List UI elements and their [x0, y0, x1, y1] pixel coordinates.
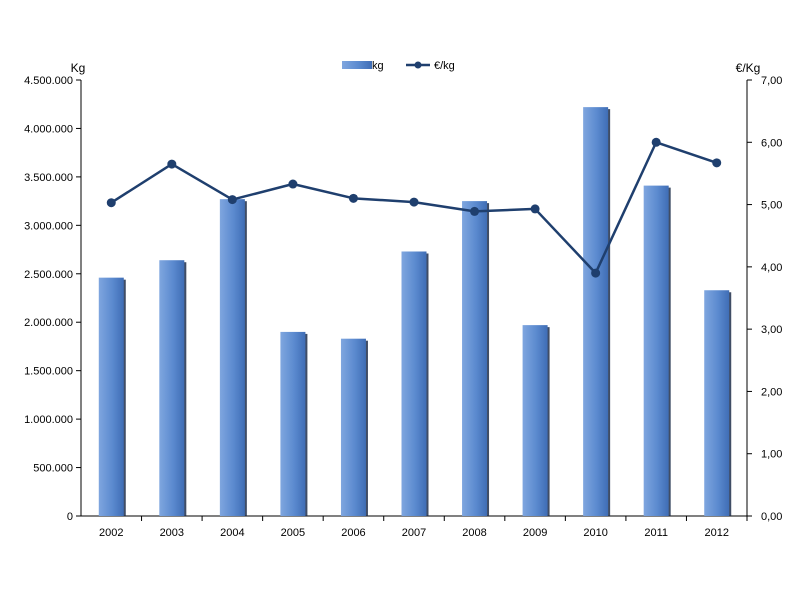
- price-point-2010: [591, 268, 601, 278]
- left-tick-label: 2.500.000: [24, 269, 73, 281]
- legend: kg €/kg: [342, 60, 455, 72]
- price-point-2003: [167, 159, 177, 169]
- left-tick-label: 4.500.000: [24, 75, 73, 87]
- bar-2006: [340, 338, 366, 516]
- left-tick-label: 3.000.000: [24, 220, 73, 232]
- right-tick-label: 7,00: [761, 75, 782, 87]
- legend-price-marker: [414, 61, 422, 69]
- left-tick-label: 0: [67, 511, 73, 523]
- right-tick-label: 2,00: [761, 386, 782, 398]
- bar-2003: [159, 260, 185, 516]
- x-tick-label: 2003: [160, 527, 184, 539]
- bar-2008: [462, 201, 488, 516]
- x-tick-label: 2011: [644, 527, 668, 539]
- x-tick-label: 2009: [523, 527, 547, 539]
- right-tick-label: 0,00: [761, 511, 782, 523]
- price-point-2007: [409, 197, 419, 207]
- legend-kg-swatch: [342, 61, 372, 69]
- right-tick-label: 3,00: [761, 324, 782, 336]
- left-tick-label: 1.000.000: [24, 414, 73, 426]
- right-tick-label: 1,00: [761, 449, 782, 461]
- bar-2007: [401, 251, 427, 516]
- x-tick-label: 2008: [462, 527, 486, 539]
- bar-2005: [280, 331, 306, 516]
- right-tick-label: 4,00: [761, 262, 782, 274]
- price-point-2009: [530, 204, 540, 214]
- left-tick-label: 1.500.000: [24, 366, 73, 378]
- x-axis-labels: 2002 2003 2004 2005 2006 2007 2008 2009 2010 2011…: [99, 516, 748, 539]
- price-point-2006: [348, 193, 358, 203]
- left-tick-label: 3.500.000: [24, 172, 73, 184]
- bar-2012: [704, 290, 730, 516]
- bar-2010: [583, 107, 609, 516]
- legend-price-label: €/kg: [434, 60, 455, 72]
- line-series-price: [106, 137, 722, 278]
- right-tick-label: 5,00: [761, 200, 782, 212]
- price-point-2005: [288, 179, 298, 189]
- price-point-2011: [651, 137, 661, 147]
- price-point-2012: [712, 158, 722, 168]
- left-axis-ticks: 0 500.000 1.000.000 1.500.000 2.000.000 2.500…: [24, 75, 81, 523]
- bar-series-kg: [98, 107, 732, 516]
- bar-2011: [643, 185, 669, 516]
- bar-2002: [98, 277, 124, 516]
- bar-2009: [522, 325, 548, 516]
- left-tick-label: 500.000: [33, 463, 73, 475]
- x-tick-label: 2010: [583, 527, 607, 539]
- x-tick-label: 2012: [704, 527, 728, 539]
- x-tick-label: 2006: [341, 527, 365, 539]
- x-tick-label: 2007: [402, 527, 426, 539]
- right-axis-ticks: 0,00 1,00 2,00 3,00 4,00 5,00 6,00 7,00: [747, 75, 782, 523]
- right-tick-label: 6,00: [761, 137, 782, 149]
- legend-kg-label: kg: [372, 60, 384, 72]
- price-point-2002: [106, 198, 116, 208]
- x-tick-label: 2005: [281, 527, 305, 539]
- left-tick-label: 2.000.000: [24, 317, 73, 329]
- left-tick-label: 4.000.000: [24, 123, 73, 135]
- bar-2004: [219, 199, 245, 516]
- price-point-2008: [470, 206, 480, 216]
- right-axis-title: €/Kg: [736, 61, 761, 75]
- x-tick-label: 2002: [99, 527, 123, 539]
- price-point-2004: [227, 195, 237, 205]
- x-tick-label: 2004: [220, 527, 244, 539]
- left-axis-title: Kg: [71, 61, 86, 75]
